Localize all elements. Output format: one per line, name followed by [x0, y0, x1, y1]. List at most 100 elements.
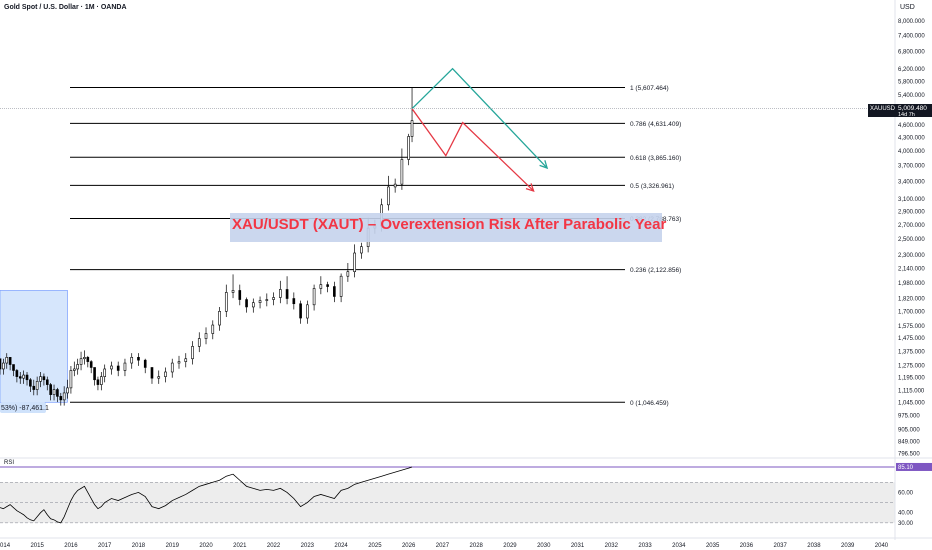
price-tick-label: 6,200.000 — [898, 67, 925, 73]
price-tick-label: 4,000.000 — [898, 149, 925, 155]
rsi-tick-label: 30.00 — [898, 521, 914, 527]
time-tick-label: 2027 — [436, 543, 450, 549]
candle-body — [238, 290, 242, 300]
time-tick-label: 2015 — [30, 543, 44, 549]
currency-label[interactable]: USD — [900, 4, 915, 11]
price-tick-label: 3,700.000 — [898, 164, 925, 170]
candle-body — [123, 362, 127, 371]
price-tick-label: 1,375.000 — [898, 349, 925, 355]
candle-body — [66, 387, 69, 394]
candle-body — [292, 298, 296, 305]
price-tag: XAUUSD 5,009.480 14d 7h — [868, 104, 932, 118]
candle-body — [52, 389, 56, 395]
candle-body — [130, 357, 134, 364]
price-tag-ticker: XAUUSD — [870, 106, 896, 112]
candle-body — [143, 359, 147, 368]
price-tag-price: 5,009.480 — [898, 105, 927, 112]
price-tick-label: 1,575.000 — [898, 324, 925, 330]
time-tick-label: 2029 — [503, 543, 517, 549]
measure-label: 53%) -87,461.1 — [1, 405, 49, 412]
time-tick-label: 2026 — [402, 543, 416, 549]
candle-body — [360, 246, 363, 254]
candle-body — [25, 374, 29, 381]
candle-body — [5, 357, 9, 364]
candle-body — [224, 292, 228, 312]
time-tick-label: 2030 — [537, 543, 551, 549]
fib-level-label: 0.5 (3,326.961) — [630, 183, 674, 190]
price-tick-label: 905.000 — [898, 428, 920, 434]
rsi-pane[interactable]: RSI 85.10 60.00 40.00 30.00 — [0, 457, 932, 527]
candle-body — [251, 302, 255, 308]
price-tick-label: 1,045.000 — [898, 401, 925, 407]
candle-body — [100, 376, 103, 385]
candle-body — [339, 275, 343, 297]
symbol-title[interactable]: Gold Spot / U.S. Dollar · 1M · OANDA — [4, 4, 127, 11]
time-tick-label: 2018 — [132, 543, 146, 549]
time-tick-label: 2024 — [334, 543, 348, 549]
candle-body — [346, 271, 350, 277]
price-tick-label: 975.000 — [898, 414, 920, 420]
price-tick-label: 8,000.000 — [898, 19, 925, 25]
candle-body — [15, 370, 19, 377]
rsi-tick-label: 60.00 — [898, 490, 914, 496]
candle-body — [299, 303, 302, 319]
candle-body — [164, 371, 167, 377]
price-tick-label: 3,100.000 — [898, 197, 925, 203]
candle-body — [326, 284, 329, 287]
time-tick-label: 2014 — [0, 543, 11, 549]
candle-body — [197, 338, 201, 347]
candle-body — [45, 379, 49, 385]
rsi-line[interactable] — [0, 466, 413, 524]
rsi-value-label: 85.10 — [898, 465, 914, 471]
time-tick-label: 2028 — [470, 543, 484, 549]
candle-body — [231, 290, 235, 293]
candle-body — [56, 389, 59, 397]
price-tick-label: 1,115.000 — [898, 389, 925, 395]
candle-body — [59, 396, 63, 401]
rsi-value-tag — [896, 462, 932, 471]
candle-body — [184, 358, 188, 362]
candle-body — [245, 299, 248, 308]
rsi-tick-label: 40.00 — [898, 511, 914, 517]
candle-body — [62, 392, 66, 401]
candle-body — [116, 365, 120, 371]
candle-body — [49, 384, 52, 395]
candle-body — [218, 311, 221, 326]
candle-body — [191, 346, 194, 360]
candle-body — [279, 289, 282, 298]
projection-paths[interactable] — [411, 67, 549, 192]
price-tick-label: 2,140.000 — [898, 266, 925, 272]
price-tick-label: 1,820.000 — [898, 297, 925, 303]
time-tick-label: 2021 — [233, 543, 247, 549]
time-tick-label: 2040 — [875, 543, 889, 549]
price-tick-label: 1,275.000 — [898, 363, 925, 369]
candle-body — [79, 358, 83, 365]
candle-body — [39, 376, 42, 382]
candle-body — [319, 284, 323, 289]
time-tick-label: 2032 — [605, 543, 619, 549]
candle-body — [110, 365, 113, 370]
fib-level-label: 1 (5,607.464) — [630, 85, 669, 92]
candle-body — [72, 368, 76, 371]
time-tick-label: 2019 — [166, 543, 180, 549]
time-tick-label: 2031 — [571, 543, 585, 549]
price-axis[interactable]: 8,000.000 7,400.000 6,800.000 6,200.000 5,80… — [894, 0, 925, 540]
time-tick-label: 2037 — [773, 543, 787, 549]
time-tick-label: 2022 — [267, 543, 281, 549]
candle-body — [22, 374, 25, 379]
time-axis[interactable]: 2014 2015 2016 2017 2018 2019 2020 2021 2022 2023… — [0, 537, 932, 549]
candle-body — [170, 362, 174, 373]
price-tick-label: 1,980.000 — [898, 281, 925, 287]
fib-level-label: 0.786 (4,631.409) — [630, 121, 681, 128]
price-tick-label: 2,900.000 — [898, 209, 925, 215]
overlay-title[interactable]: XAU/USDT (XAUT) – Overextension Risk Aft… — [232, 216, 666, 233]
projection-green-path[interactable] — [411, 67, 548, 169]
time-tick-label: 2033 — [638, 543, 652, 549]
price-tick-label: 7,400.000 — [898, 34, 925, 40]
candle-body — [265, 299, 269, 301]
projection-red-path[interactable] — [411, 108, 535, 192]
candle-body — [157, 376, 161, 379]
candle-body — [285, 289, 289, 299]
candle-body — [8, 357, 12, 365]
